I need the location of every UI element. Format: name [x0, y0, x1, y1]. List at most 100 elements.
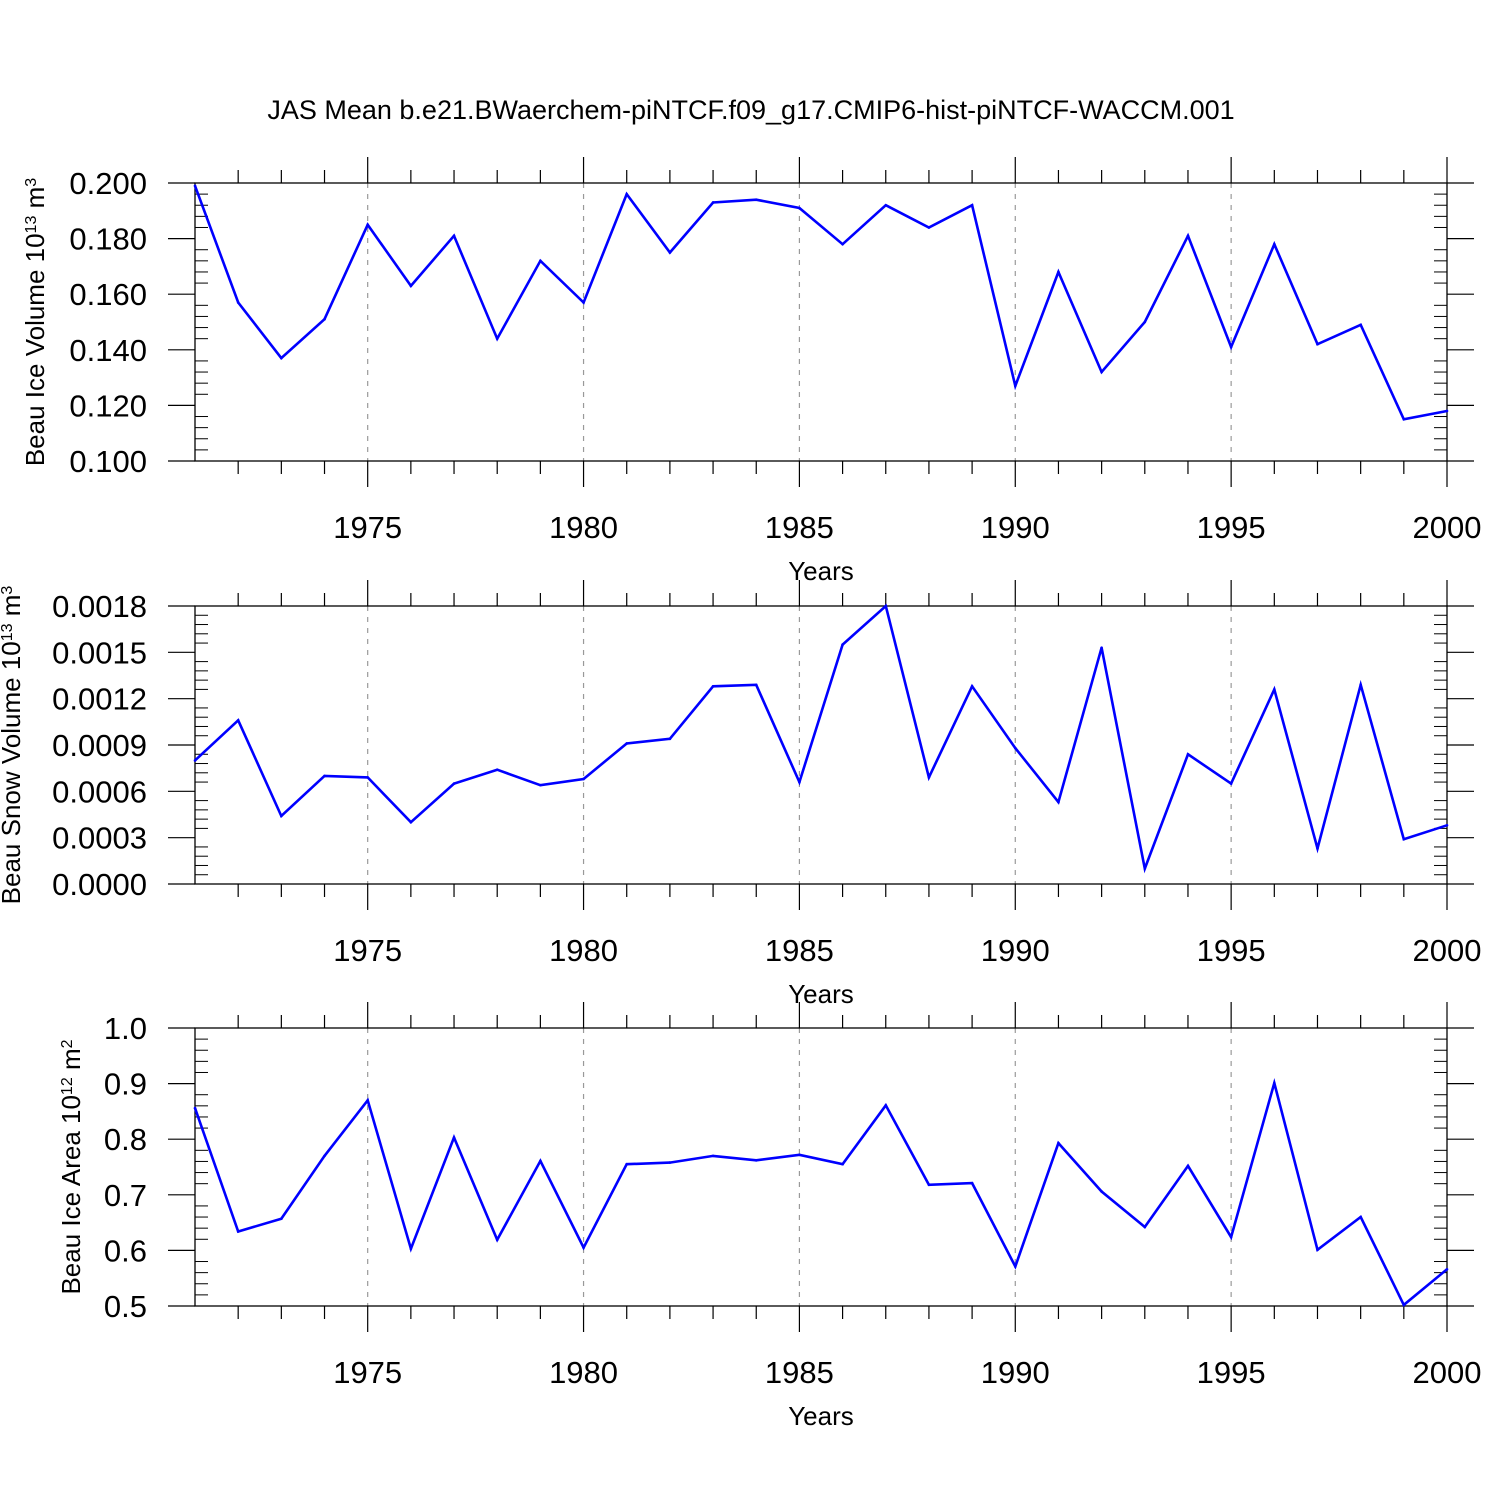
y-tick-label: 0.180	[69, 222, 147, 257]
data-point	[625, 1162, 629, 1166]
data-point	[452, 782, 456, 785]
data-point	[1316, 342, 1319, 346]
y-tick-label: 0.0018	[52, 589, 147, 624]
data-point	[366, 776, 369, 779]
chart-panel-3: 0.5 0.6 0.7 0.8 0.9 1.0 1975 1980 1985 1990 1995 20…	[56, 1002, 1481, 1431]
data-point	[1359, 1215, 1362, 1219]
data-point	[280, 356, 283, 360]
data-point	[970, 203, 974, 207]
x-axis-label: Years	[788, 556, 854, 586]
data-point	[452, 1136, 456, 1139]
y-tick-label: 0.0015	[52, 635, 147, 670]
data-point	[1057, 800, 1060, 804]
data-point	[323, 317, 326, 321]
data-point	[323, 774, 326, 778]
y-tick-label: 0.0006	[52, 774, 147, 809]
x-tick-label: 1975	[333, 510, 402, 545]
data-point	[884, 604, 888, 608]
x-tick-label: 1990	[981, 1355, 1050, 1390]
data-point	[1229, 1235, 1233, 1239]
data-point	[236, 1230, 240, 1233]
data-point	[1100, 1190, 1103, 1193]
data-point	[1229, 782, 1233, 785]
series-line	[193, 1078, 1448, 1307]
data-point	[1186, 234, 1190, 238]
x-tick-label: 1990	[981, 933, 1050, 968]
y-label-unit: m	[20, 187, 50, 216]
y-axis-label: Beau Ice Volume 1013 m3	[20, 178, 50, 466]
series-line	[193, 185, 1448, 421]
data-point	[1445, 409, 1449, 413]
y-tick-label: 0.100	[69, 444, 147, 479]
data-point	[1143, 867, 1147, 870]
x-axis-label: Years	[788, 979, 854, 1009]
data-point	[970, 685, 974, 688]
data-point	[841, 643, 844, 646]
data-point	[1445, 824, 1449, 827]
x-tick-label: 1980	[549, 510, 618, 545]
x-tick-label: 1975	[333, 933, 402, 968]
data-point	[1057, 1141, 1060, 1145]
x-tick-label: 1985	[765, 510, 834, 545]
x-tick-label: 2000	[1413, 933, 1482, 968]
data-point	[927, 1183, 931, 1187]
y-tick-label: 0.0000	[52, 867, 147, 902]
data-point	[1186, 1164, 1190, 1168]
data-point	[495, 1238, 499, 1242]
y-label-exponent: 12	[59, 1077, 76, 1095]
data-point	[927, 226, 931, 229]
data-point	[798, 1153, 801, 1157]
data-point	[1402, 418, 1406, 421]
chart-panel-1: 0.100 0.120 0.140 0.160 0.180 0.200 1975 1980 19…	[20, 157, 1481, 586]
y-tick-label: 0.140	[69, 333, 147, 368]
y-tick-label: 1.0	[104, 1011, 147, 1046]
data-point	[495, 768, 499, 772]
data-point	[452, 234, 456, 238]
data-point	[582, 777, 585, 781]
y-label-exponent: 13	[23, 216, 40, 234]
y-tick-label: 0.6	[104, 1233, 147, 1268]
x-tick-label: 1980	[549, 1355, 618, 1390]
data-point	[1316, 1248, 1319, 1252]
x-tick-label: 1975	[333, 1355, 402, 1390]
plot-frame	[194, 1027, 1448, 1307]
data-point	[1402, 1303, 1406, 1307]
x-tick-label: 1995	[1197, 510, 1266, 545]
data-point	[668, 737, 672, 741]
data-point	[409, 284, 413, 288]
y-label-main: Beau Ice Volume 10	[20, 233, 50, 466]
data-point	[582, 301, 585, 304]
chart-panel-2: 0.0000 0.0003 0.0006 0.0009 0.0012 0.0015 0.00…	[0, 580, 1481, 1009]
x-tick-label: 2000	[1413, 1355, 1482, 1390]
x-axis-label: Years	[788, 1401, 854, 1431]
y-tick-label: 0.160	[69, 277, 147, 312]
data-point	[539, 259, 542, 263]
x-tick-label: 1985	[765, 1355, 834, 1390]
data-point	[539, 1159, 542, 1163]
x-tick-label: 1980	[549, 933, 618, 968]
data-point	[884, 203, 888, 207]
data-point	[1186, 752, 1190, 756]
data-point	[884, 1103, 888, 1107]
data-point	[1359, 683, 1362, 687]
panels: 0.100 0.120 0.140 0.160 0.180 0.200 1975 1980 19…	[0, 157, 1481, 1431]
data-point	[1013, 384, 1017, 388]
data-point	[625, 742, 629, 745]
y-tick-label: 0.8	[104, 1122, 147, 1157]
y-tick-label: 0.9	[104, 1067, 147, 1102]
data-point	[539, 783, 542, 787]
y-label-unit: m	[0, 595, 26, 624]
y-tick-label: 0.0003	[52, 821, 147, 856]
y-label-main: Beau Snow Volume 10	[0, 641, 26, 904]
data-point	[754, 198, 758, 201]
data-point	[1143, 320, 1147, 324]
data-point	[409, 820, 413, 824]
x-tick-label: 1995	[1197, 933, 1266, 968]
data-point	[1100, 370, 1103, 374]
y-label-unit-exponent: 2	[59, 1039, 76, 1048]
data-point	[668, 1161, 672, 1164]
y-tick-label: 0.5	[104, 1289, 147, 1324]
data-point	[193, 184, 197, 188]
data-point	[754, 1159, 758, 1162]
data-point	[625, 192, 629, 196]
